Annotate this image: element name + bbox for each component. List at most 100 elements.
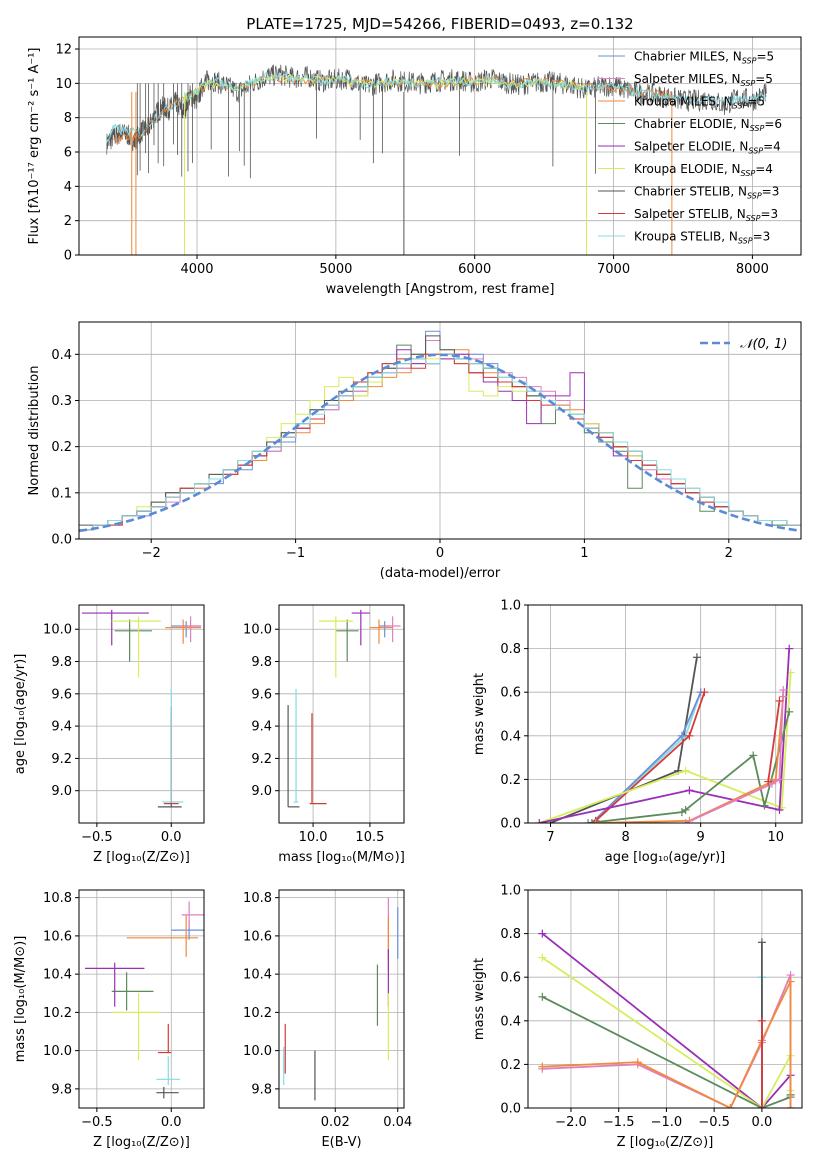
legend-label-main: Kroupa MILES, N xyxy=(634,95,733,109)
x-tick-label: 2 xyxy=(725,546,733,561)
plus-marker xyxy=(538,953,547,962)
grid xyxy=(79,605,204,823)
plus-marker xyxy=(685,731,694,740)
data-point xyxy=(156,1086,179,1099)
y-tick-label: 6 xyxy=(64,146,72,161)
plot-area xyxy=(287,609,401,808)
legend-label-suffix: =3 xyxy=(760,207,778,221)
plot-area xyxy=(283,897,399,1101)
plus-marker xyxy=(775,775,784,784)
y-tick-label: 10.0 xyxy=(43,1044,72,1059)
axes-mass_vs_ebv xyxy=(279,890,404,1108)
x-tick-label: −1 xyxy=(286,546,305,561)
legend-label-main: Kroupa STELIB, N xyxy=(634,230,738,244)
plus-marker xyxy=(775,696,784,705)
grid xyxy=(79,890,204,1108)
legend-label-suffix: =5 xyxy=(756,50,774,64)
plus-marker xyxy=(785,707,794,716)
y-tick-label: 0.4 xyxy=(500,729,521,744)
gaussian-curve xyxy=(79,353,801,533)
x-tick-label: 10.5 xyxy=(355,830,384,845)
axes-frame xyxy=(278,889,405,1109)
weight-line xyxy=(685,689,785,823)
plus-marker xyxy=(677,731,686,740)
y-tick-label: 0.0 xyxy=(500,1102,521,1117)
x-axis-label: age [log₁₀(age/yr)] xyxy=(605,850,726,865)
y-tick-label: 0.6 xyxy=(500,686,521,701)
data-point xyxy=(369,619,393,644)
y-tick-label: 1.0 xyxy=(500,599,521,614)
y-tick-label: 9.6 xyxy=(251,687,272,702)
legend-label: Chabrier MILES, NSSP=5 xyxy=(634,50,774,66)
plus-marker xyxy=(749,751,758,760)
plot-area xyxy=(538,929,795,1108)
axes-weight_vs_Z xyxy=(528,889,802,1109)
grid xyxy=(279,890,404,1108)
legend-label-main: Salpeter MILES, N xyxy=(634,72,741,86)
y-axis-label: Flux [fλ10⁻¹⁷ erg cm⁻² s⁻¹ A⁻¹] xyxy=(27,48,42,245)
legend-label: Chabrier STELIB, NSSP=3 xyxy=(634,185,779,201)
frame-weight_vs_age: 7 8 9 10 0.0 0.2 0.4 0.6 0.8 1.0 age [log₁₀(age/yr… xyxy=(472,599,803,865)
legend-label-sub: SSP xyxy=(748,147,763,156)
data-point xyxy=(157,1023,172,1054)
x-tick-label: −2 xyxy=(142,546,161,561)
y-axis-label: mass weight xyxy=(472,958,487,1040)
y-tick-label: 9.0 xyxy=(251,784,272,799)
y-tick-label: 9.4 xyxy=(251,720,272,735)
axes-frame xyxy=(527,604,803,824)
data-point xyxy=(156,1056,181,1086)
data-point xyxy=(114,619,152,662)
data-point xyxy=(384,616,401,643)
weight-line xyxy=(550,657,698,823)
y-tick-label: 10.6 xyxy=(43,929,72,944)
y-tick-label: 9.8 xyxy=(51,1082,72,1097)
legend-label-sub: SSP xyxy=(741,169,756,178)
x-tick-label: 7 xyxy=(546,830,554,845)
y-tick-label: 12 xyxy=(55,43,72,58)
x-tick-label: 0.0 xyxy=(161,830,182,845)
y-tick-label: 9.6 xyxy=(51,687,72,702)
y-tick-label: 10.0 xyxy=(43,623,72,638)
x-tick-label: 10.0 xyxy=(299,830,328,845)
data-point xyxy=(162,688,184,803)
legend-label-sub: SSP xyxy=(738,237,753,246)
y-tick-label: 0.2 xyxy=(500,773,521,788)
x-tick-label: 0.02 xyxy=(321,1115,350,1130)
y-tick-label: 8 xyxy=(64,111,72,126)
legend-label: Kroupa STELIB, NSSP=3 xyxy=(634,230,770,246)
data-point xyxy=(111,972,154,1011)
y-tick-label: 10.8 xyxy=(243,891,272,906)
data-point xyxy=(309,713,327,805)
y-tick-label: 10.6 xyxy=(243,929,272,944)
weight-line xyxy=(591,691,702,823)
plus-marker xyxy=(786,1104,795,1108)
axes-mass_vs_Z xyxy=(79,890,204,1108)
plus-marker xyxy=(685,786,694,795)
legend-label-suffix: =3 xyxy=(762,185,780,199)
axes-frame xyxy=(78,36,802,256)
plus-marker xyxy=(785,644,794,653)
x-tick-label: −2.0 xyxy=(555,1115,587,1130)
legend: 𝒩(0, 1) xyxy=(700,337,787,352)
legend-label-sub: SSP xyxy=(742,57,757,66)
legend-label-suffix: =4 xyxy=(763,140,781,154)
plus-marker xyxy=(760,801,769,810)
y-tick-label: 9.8 xyxy=(251,1082,272,1097)
legend-label-suffix: =4 xyxy=(755,162,773,176)
frame-age_vs_mass: 10.0 10.5 9.0 9.2 9.4 9.6 9.8 10.0 mass [log₁₀(M… xyxy=(243,604,405,865)
y-tick-label: 2 xyxy=(64,214,72,229)
legend-label: Salpeter STELIB, NSSP=3 xyxy=(634,207,778,223)
frame-age_vs_Z: −0.5 0.0 9.0 9.2 9.4 9.6 9.8 10.0 Z [log₁₀(Z/Z⊙)… xyxy=(13,604,205,865)
y-tick-label: 9.2 xyxy=(51,752,72,767)
data-point xyxy=(111,616,161,678)
y-tick-label: 10.4 xyxy=(243,968,272,983)
y-axis-label: mass [log₁₀(M/M⊙)] xyxy=(13,936,28,1063)
y-tick-label: 0.3 xyxy=(51,394,72,409)
axes-age_vs_Z xyxy=(79,605,204,823)
data-point xyxy=(157,706,182,808)
frame-spectrum: 4000 5000 6000 7000 8000 0 2 4 6 8 10 12 wavelength … xyxy=(27,15,802,297)
x-tick-label: 0 xyxy=(436,546,444,561)
y-tick-label: 10.0 xyxy=(243,623,272,638)
